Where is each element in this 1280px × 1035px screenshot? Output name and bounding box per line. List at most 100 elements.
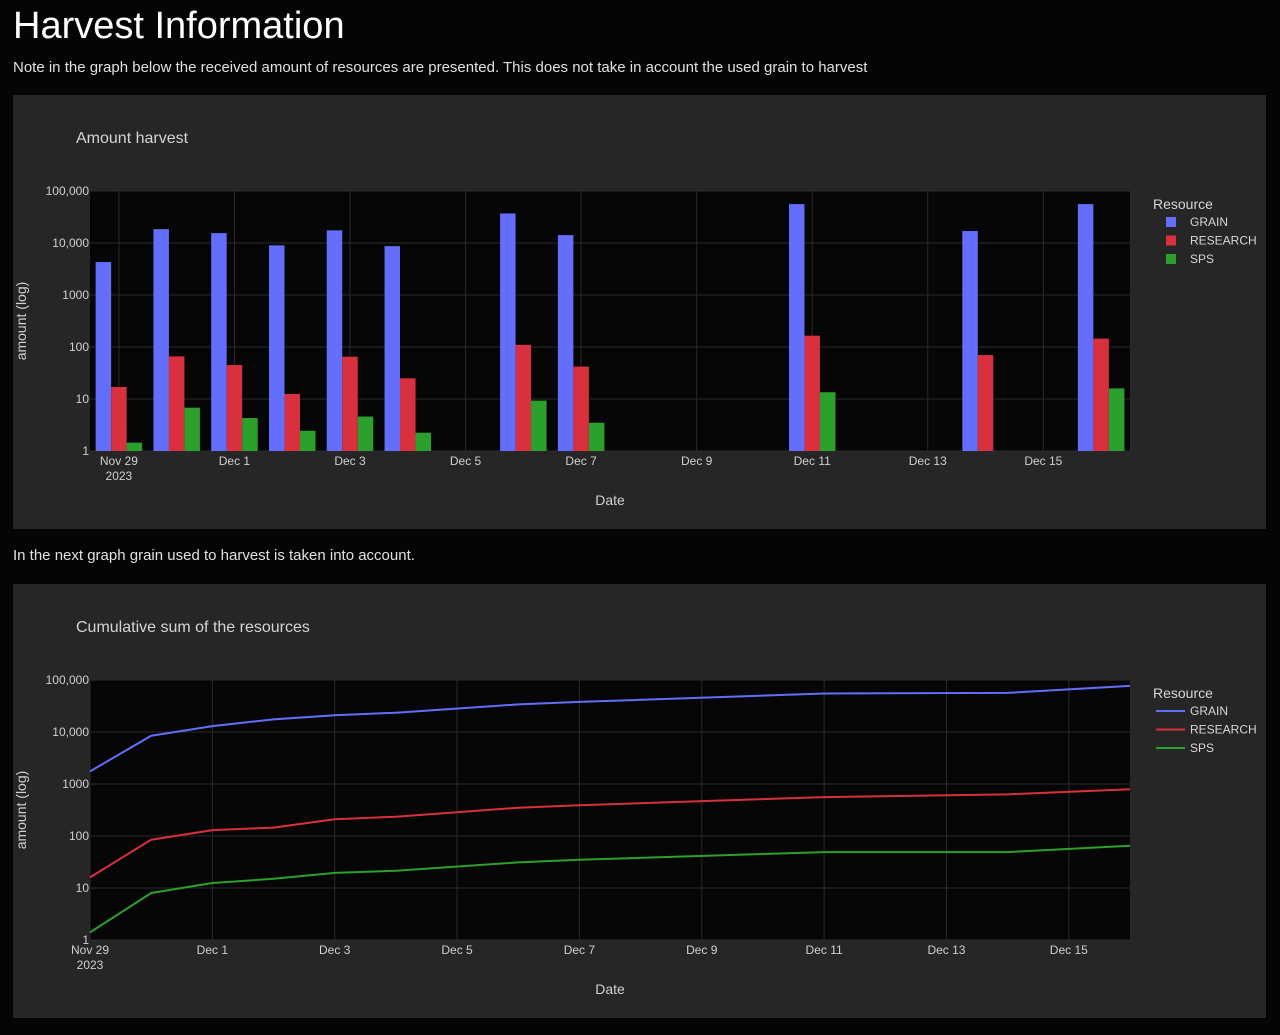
bar-research-2023-12-04	[400, 378, 416, 451]
x-tick-label: Dec 13	[927, 943, 965, 957]
bar-research-2023-12-07	[573, 366, 589, 451]
legend-label-grain: GRAIN	[1190, 215, 1228, 229]
x-tick-label: Dec 5	[441, 943, 473, 957]
bar-research-2023-12-03	[342, 356, 358, 451]
y-tick-label: 100,000	[46, 673, 90, 687]
line-series-grain	[89, 684, 1131, 773]
cumulative-sum-line-chart[interactable]: Cumulative sum of the resources 1 10 100 100…	[13, 584, 1266, 1018]
y-tick-label: 1000	[62, 288, 89, 302]
y-tick-label: 100	[69, 340, 89, 354]
x-tick-label: Dec 15	[1024, 454, 1062, 468]
bar-research-2023-12-01	[226, 365, 243, 451]
bar-research-2023-12-11	[804, 335, 820, 451]
bar-grain-2023-11-30	[153, 229, 169, 451]
bar-sps-2023-12-04	[415, 432, 432, 451]
line-series-sps	[89, 844, 1131, 934]
bar-grain-2023-11-29	[95, 262, 112, 451]
legend[interactable]: Resource GRAIN RESEARCH SPS	[1153, 196, 1257, 266]
bar-sps-2023-12-11	[819, 392, 836, 451]
x-axis-title: Date	[595, 981, 625, 997]
y-tick-label: 1	[82, 444, 89, 458]
y-axis-title: amount (log)	[13, 282, 29, 361]
legend-label-sps: SPS	[1190, 741, 1214, 755]
graph-note-received-amounts: Note in the graph below the received amo…	[13, 59, 868, 76]
legend[interactable]: Resource GRAIN RESEARCH SPS	[1153, 685, 1257, 755]
bar-grain-2023-12-06	[500, 213, 516, 451]
bar-sps-2023-12-06	[531, 400, 547, 451]
bar-sps-2023-12-02	[299, 430, 316, 451]
x-tick-label: Dec 11	[806, 943, 843, 957]
x-tick-label: Nov 29	[71, 943, 109, 957]
bar-research-2023-11-30	[168, 356, 185, 451]
x-tick-label: Dec 11	[794, 454, 831, 468]
legend-item-grain[interactable]: GRAIN	[1166, 215, 1228, 229]
y-tick-label: 1	[82, 933, 89, 947]
x-tick-label: Dec 1	[197, 943, 229, 957]
x-axis-title: Date	[595, 492, 625, 508]
bar-research-2023-12-14	[977, 355, 994, 451]
x-tick-label: Dec 3	[319, 943, 351, 957]
y-tick-label: 10,000	[52, 725, 89, 739]
x-tick-label: Dec 7	[564, 943, 596, 957]
x-tick-label: Dec 13	[909, 454, 947, 468]
plot-area	[90, 191, 1130, 451]
bar-grain-2023-12-14	[962, 231, 978, 451]
legend-title: Resource	[1153, 196, 1213, 212]
x-tick-label: Dec 15	[1050, 943, 1088, 957]
legend-item-grain[interactable]: GRAIN	[1156, 704, 1228, 718]
chart-title: Amount harvest	[76, 130, 189, 147]
y-tick-label: 10	[76, 881, 90, 895]
x-tick-label: Dec 1	[219, 454, 251, 468]
bar-sps-2023-11-30	[184, 407, 200, 451]
series-marks	[95, 204, 1125, 451]
legend-swatch-sps	[1166, 254, 1176, 264]
legend-item-sps[interactable]: SPS	[1166, 252, 1214, 266]
bar-research-2023-12-06	[515, 344, 532, 451]
bar-sps-2023-12-16	[1108, 388, 1125, 451]
line-series-research	[89, 788, 1131, 879]
legend-label-research: RESEARCH	[1190, 723, 1257, 737]
bar-sps-2023-12-01	[242, 418, 258, 451]
bar-sps-2023-12-03	[357, 416, 374, 451]
line-sps	[89, 844, 1131, 934]
legend-item-research[interactable]: RESEARCH	[1166, 234, 1257, 248]
legend-item-research[interactable]: RESEARCH	[1156, 723, 1257, 737]
bar-sps-2023-12-07	[588, 422, 605, 451]
plot-area	[90, 680, 1130, 940]
page-title: Harvest Information	[13, 5, 345, 47]
bar-grain-2023-12-01	[211, 233, 227, 451]
bar-research-2023-11-29	[111, 387, 127, 451]
bar-grain-2023-12-11	[788, 204, 805, 451]
bar-grain-2023-12-02	[268, 245, 285, 451]
line-grain	[89, 684, 1131, 773]
series-marks	[89, 684, 1131, 934]
amount-harvest-chart-panel: Amount harvest 1 10 100 1000 10,000 100,000 Nov…	[13, 95, 1266, 529]
bar-sps-2023-11-29	[126, 442, 143, 451]
y-tick-label: 10,000	[52, 236, 89, 250]
legend-swatch-research	[1166, 235, 1176, 246]
bar-series-research	[111, 335, 1109, 451]
x-tick-label: Dec 5	[450, 454, 482, 468]
legend-item-sps[interactable]: SPS	[1156, 741, 1214, 755]
y-axis-title: amount (log)	[13, 771, 29, 850]
y-tick-label: 10	[76, 392, 90, 406]
amount-harvest-bar-chart[interactable]: Amount harvest 1 10 100 1000 10,000 100,000 Nov…	[13, 95, 1266, 529]
chart-title: Cumulative sum of the resources	[76, 619, 310, 636]
bar-grain-2023-12-16	[1077, 204, 1094, 451]
legend-label-research: RESEARCH	[1190, 234, 1257, 248]
bar-series-sps	[126, 388, 1125, 451]
y-tick-label: 1000	[62, 777, 89, 791]
x-tick-label: Nov 29	[100, 454, 138, 468]
cumulative-sum-chart-panel: Cumulative sum of the resources 1 10 100 100…	[13, 584, 1266, 1018]
legend-title: Resource	[1153, 685, 1213, 701]
y-tick-label: 100	[69, 829, 89, 843]
bar-research-2023-12-16	[1093, 338, 1109, 451]
x-tick-sublabel: 2023	[106, 469, 133, 483]
legend-label-grain: GRAIN	[1190, 704, 1228, 718]
y-tick-label: 100,000	[46, 184, 90, 198]
legend-swatch-grain	[1166, 217, 1176, 227]
x-tick-label: Dec 3	[334, 454, 366, 468]
x-tick-label: Dec 9	[686, 943, 718, 957]
line-research	[89, 788, 1131, 879]
bar-grain-2023-12-03	[326, 230, 343, 451]
